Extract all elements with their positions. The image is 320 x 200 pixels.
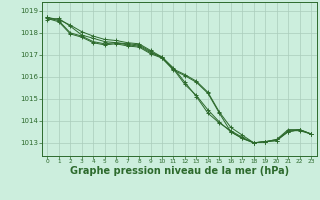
X-axis label: Graphe pression niveau de la mer (hPa): Graphe pression niveau de la mer (hPa) bbox=[70, 166, 289, 176]
